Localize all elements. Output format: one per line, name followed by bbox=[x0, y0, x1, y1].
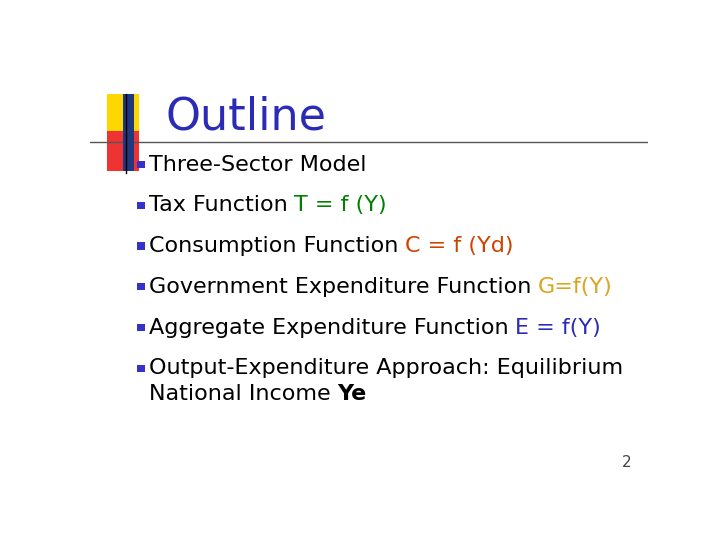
Bar bbox=[138, 242, 145, 249]
Bar bbox=[138, 324, 145, 331]
Bar bbox=[107, 131, 139, 171]
Text: C = f (Yd): C = f (Yd) bbox=[405, 236, 513, 256]
Bar bbox=[107, 94, 139, 133]
Text: E = f(Y): E = f(Y) bbox=[516, 318, 601, 338]
Text: G=f(Y): G=f(Y) bbox=[538, 277, 613, 297]
Bar bbox=[138, 364, 145, 372]
Text: National Income: National Income bbox=[148, 384, 338, 404]
Text: 2: 2 bbox=[621, 455, 631, 470]
Text: Aggregate Expenditure Function: Aggregate Expenditure Function bbox=[148, 318, 516, 338]
Bar bbox=[138, 161, 145, 168]
Text: Government Expenditure Function: Government Expenditure Function bbox=[148, 277, 538, 297]
Text: Tax Function: Tax Function bbox=[148, 195, 294, 215]
Text: Three-Sector Model: Three-Sector Model bbox=[148, 154, 366, 174]
Bar bbox=[138, 284, 145, 291]
Text: Consumption Function: Consumption Function bbox=[148, 236, 405, 256]
Text: T = f (Y): T = f (Y) bbox=[294, 195, 387, 215]
Text: Ye: Ye bbox=[338, 384, 366, 404]
Bar bbox=[138, 202, 145, 209]
Text: Outline: Outline bbox=[166, 95, 326, 138]
Text: Output-Expenditure Approach: Equilibrium: Output-Expenditure Approach: Equilibrium bbox=[148, 359, 623, 379]
Bar bbox=[124, 94, 133, 171]
